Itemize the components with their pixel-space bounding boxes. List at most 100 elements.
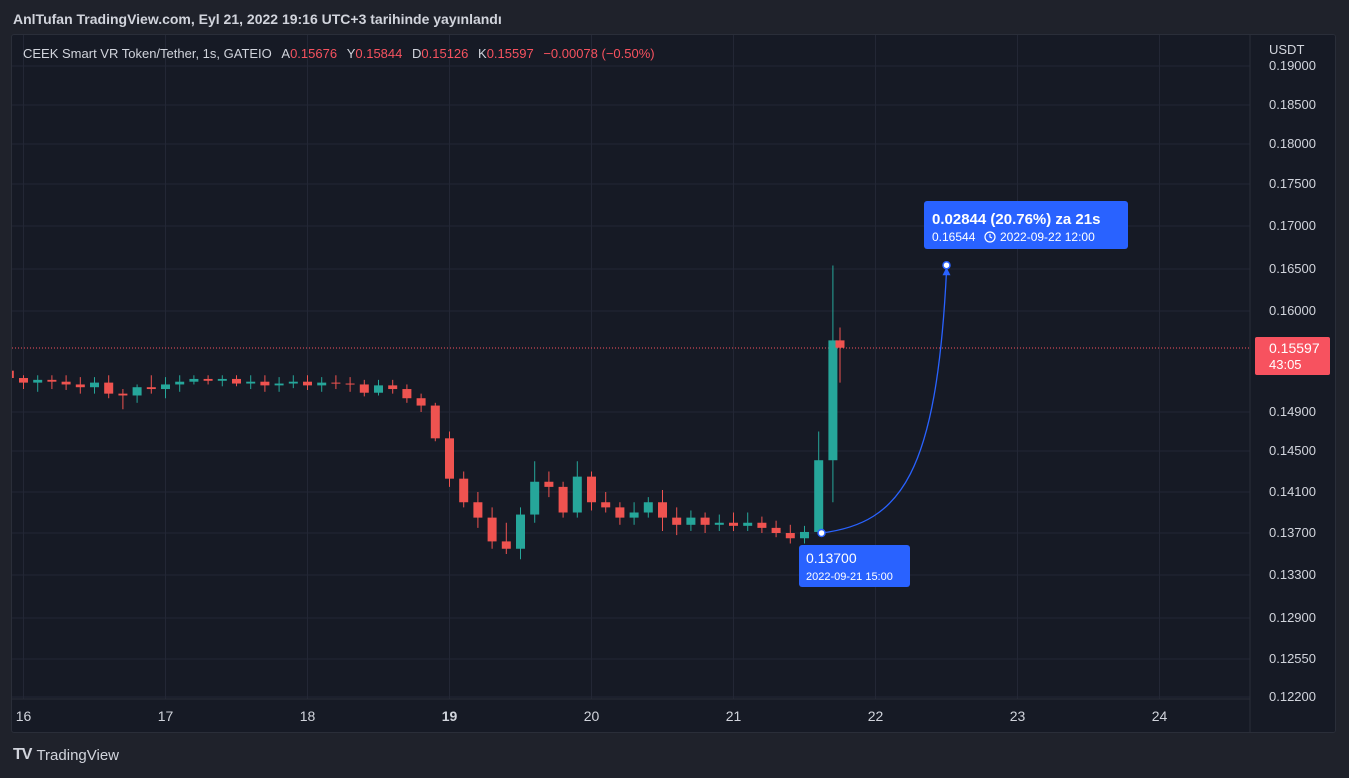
price-tick-label: 0.17000 — [1269, 218, 1316, 233]
time-tick-label: 18 — [300, 708, 316, 724]
price-tick-label: 0.13700 — [1269, 525, 1316, 540]
low-label: D — [412, 46, 422, 61]
candle-body — [189, 378, 199, 382]
candle — [416, 393, 426, 412]
candle — [828, 265, 838, 503]
candle — [47, 375, 57, 390]
candle-body — [835, 340, 845, 348]
high-label: Y — [346, 46, 356, 61]
candle-body — [132, 387, 142, 396]
candle-body — [317, 382, 327, 386]
candle-body — [374, 385, 383, 393]
target-time-label: 2022-09-22 12:00 — [1000, 230, 1095, 244]
candle-body — [757, 522, 767, 528]
projection-curve — [821, 271, 948, 534]
candle — [90, 377, 99, 394]
candle — [303, 375, 312, 390]
candle — [217, 375, 227, 387]
candle — [430, 402, 440, 442]
candle — [19, 375, 28, 390]
time-tick-label: 23 — [1010, 708, 1026, 724]
price-tick-label: 0.19000 — [1269, 58, 1316, 73]
candle-body — [530, 481, 540, 515]
candle — [246, 375, 256, 390]
candle-body — [572, 476, 582, 513]
low-value: 0.15126 — [421, 46, 469, 61]
price-tick-label: 0.14500 — [1269, 443, 1316, 458]
tradingview-logo-icon: TV — [13, 746, 32, 763]
candle — [516, 507, 525, 560]
candle — [658, 489, 667, 531]
candlestick-chart[interactable]: 0.02844 (20.76%) za 21s 0.16544 2022-09-… — [12, 35, 1335, 732]
price-axis-ticks: 0.19000 0.18500 0.18000 0.17500 0.17000 0.165… — [1269, 58, 1316, 704]
candle-body — [61, 381, 71, 385]
open-label: A — [281, 46, 291, 61]
candle — [714, 514, 724, 531]
tradingview-brand-text: TradingView — [36, 746, 119, 764]
candle — [12, 370, 14, 379]
close-value: 0.15597 — [486, 46, 534, 61]
candle-body — [246, 381, 256, 384]
candle-body — [658, 502, 667, 518]
target-callout-box — [924, 201, 1128, 249]
candle-body — [487, 517, 497, 542]
candle-body — [601, 502, 611, 508]
candle-body — [643, 502, 653, 513]
time-tick-label: 21 — [726, 708, 742, 724]
candle — [771, 520, 781, 538]
publish-header: AnlTufan TradingView.com, Eyl 21, 2022 1… — [13, 11, 502, 27]
candle-body — [430, 405, 440, 439]
candle-body — [828, 340, 838, 461]
candle-body — [459, 478, 469, 503]
candle-body — [260, 381, 270, 386]
candle — [672, 507, 682, 536]
candle-body — [274, 383, 284, 386]
price-tick-label: 0.14900 — [1269, 404, 1316, 419]
candle — [544, 471, 554, 498]
symbol-name: CEEK Smart VR Token/Tether, 1s, GATEIO — [23, 46, 272, 61]
candle-body — [544, 481, 554, 487]
price-tick-label: 0.12200 — [1269, 689, 1316, 704]
candle-body — [331, 382, 341, 384]
candle — [601, 492, 611, 513]
candle — [459, 471, 469, 508]
current-price-tag-box — [1255, 337, 1330, 375]
candle-body — [501, 541, 511, 549]
candle-body — [146, 387, 156, 390]
candle-body — [12, 370, 14, 379]
target-callout: 0.02844 (20.76%) za 21s 0.16544 2022-09-… — [924, 201, 1128, 249]
time-tick-label: 19 — [442, 708, 458, 724]
candles — [12, 265, 845, 560]
price-tick-label: 0.18000 — [1269, 136, 1316, 151]
countdown-value: 43:05 — [1269, 357, 1302, 372]
candle-body — [558, 486, 568, 513]
candle-body — [785, 533, 795, 539]
candle-body — [473, 502, 483, 518]
start-callout: 0.13700 2022-09-21 15:00 — [799, 545, 910, 587]
start-callout-box — [799, 545, 910, 587]
open-value: 0.15676 — [290, 46, 338, 61]
time-tick-label: 24 — [1152, 708, 1168, 724]
candle — [629, 502, 639, 525]
candle — [75, 377, 85, 394]
target-price-label: 0.16544 — [932, 230, 976, 244]
candle — [402, 384, 412, 403]
candle — [232, 375, 241, 387]
candle-body — [104, 382, 114, 394]
candle — [558, 481, 568, 518]
candle — [118, 389, 128, 410]
price-tick-label: 0.18500 — [1269, 97, 1316, 112]
candle-body — [232, 378, 241, 384]
candle — [743, 512, 753, 531]
candle-body — [345, 383, 355, 385]
chart-panel[interactable]: 0.02844 (20.76%) za 21s 0.16544 2022-09-… — [11, 34, 1336, 733]
start-point-marker — [817, 528, 826, 538]
candle — [785, 524, 795, 544]
candle — [445, 431, 454, 487]
tradingview-logo[interactable]: TV TradingView — [13, 746, 119, 764]
candle-body — [359, 384, 369, 393]
candle — [501, 522, 511, 554]
candle — [757, 516, 767, 533]
candle — [615, 502, 625, 525]
start-price-label: 0.13700 — [806, 550, 857, 566]
